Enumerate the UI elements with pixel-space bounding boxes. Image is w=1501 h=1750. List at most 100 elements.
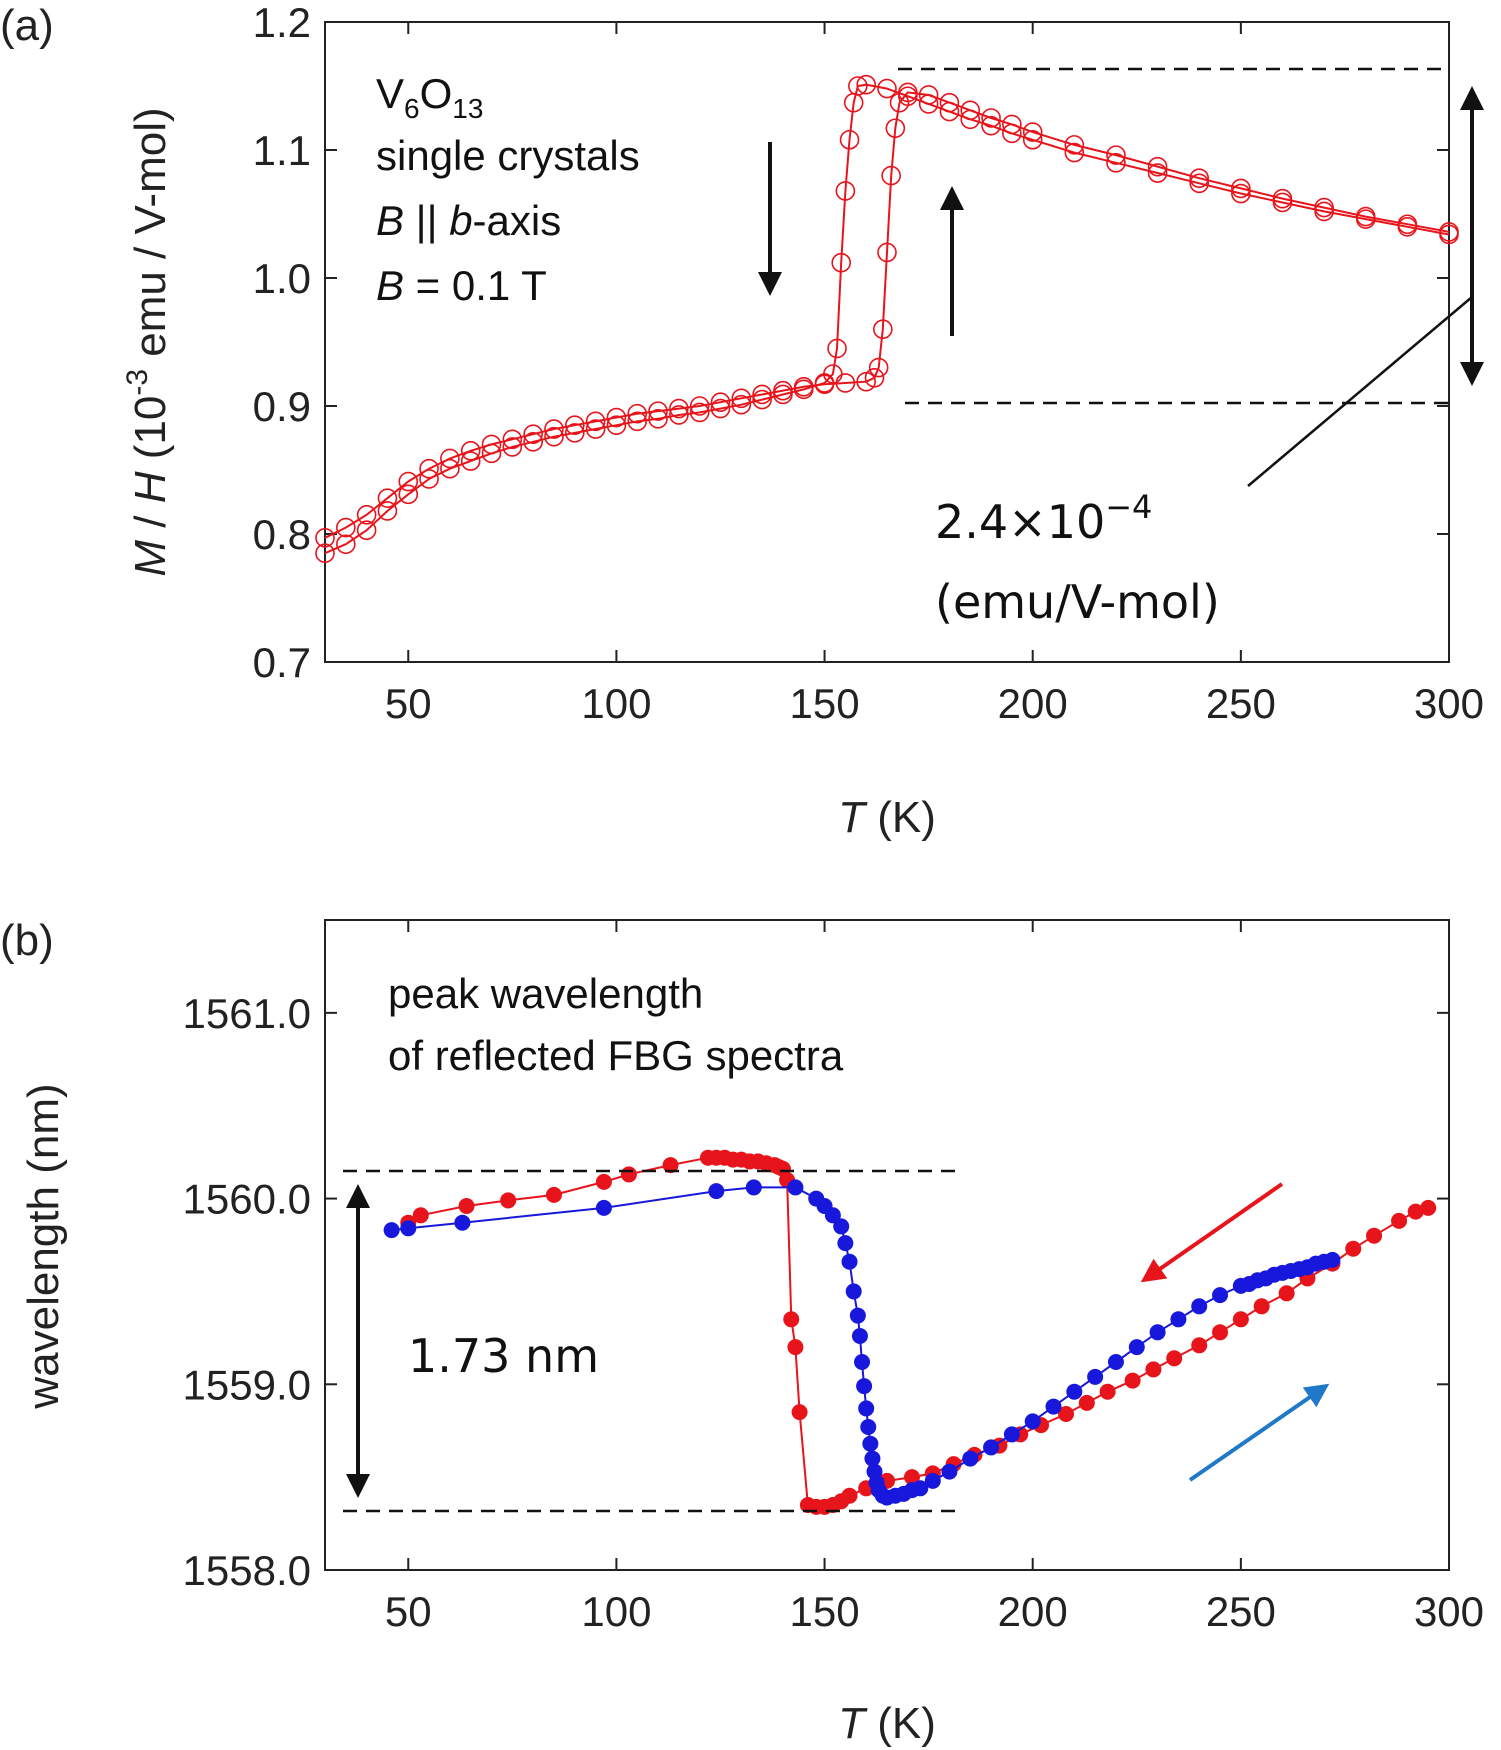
b-data-point-warming bbox=[854, 1354, 871, 1370]
a-data-point-warming bbox=[523, 424, 543, 444]
warming-direction-arrow-icon bbox=[1188, 1383, 1330, 1482]
a-data-point-cooling bbox=[1064, 142, 1085, 163]
a-data-point-cooling bbox=[689, 402, 710, 423]
a-data-point-warming bbox=[793, 376, 814, 397]
b-data-point-warming bbox=[824, 1207, 841, 1224]
a-data-point-warming bbox=[398, 471, 419, 492]
b-data-point-warming bbox=[845, 1283, 862, 1300]
b-data-point-warming bbox=[924, 1472, 941, 1489]
panel-b-ticks: 50 100 150 200 250 300 1558.0 1559.0 1560.0 1561.… bbox=[183, 920, 1484, 1635]
b-data-point-cooling bbox=[500, 1192, 517, 1209]
a-data-point-cooling bbox=[544, 426, 564, 447]
a-data-point-cooling bbox=[752, 389, 772, 410]
y-label-h: H bbox=[126, 471, 175, 503]
a-data-point-warming bbox=[1314, 197, 1334, 218]
b-data-point-warming bbox=[1024, 1413, 1041, 1430]
a-data-point-warming bbox=[1355, 206, 1376, 227]
a-data-point-warming bbox=[481, 434, 502, 455]
panel-b-title-line1: peak wavelength bbox=[388, 970, 703, 1017]
a-data-point-warming bbox=[898, 82, 918, 103]
a-data-point-cooling bbox=[585, 419, 606, 439]
a-data-point-cooling bbox=[1106, 153, 1126, 173]
a-data-point-cooling bbox=[377, 501, 398, 521]
b-data-point-warming bbox=[708, 1183, 725, 1200]
panel-b: (b) 50 100 150 200 250 300 1558.0 1559.0 1560.0 1… bbox=[0, 916, 1484, 1748]
field-strength: B = 0.1 T bbox=[376, 262, 547, 309]
a-x-tick-label: 200 bbox=[998, 680, 1068, 727]
b-data-point-warming bbox=[1107, 1354, 1124, 1370]
a-data-point-warming bbox=[1231, 178, 1251, 199]
a-y-tick-label: 0.9 bbox=[253, 383, 311, 430]
b-data-point-warming bbox=[912, 1480, 929, 1497]
panel-a: (a) 50 100 150 200 250 3000.70.80.91.01.11.2 … bbox=[0, 0, 1484, 842]
jump-magnitude: 2.4×10−4 bbox=[935, 488, 1152, 549]
b-data-point-warming bbox=[1003, 1426, 1020, 1443]
a-data-point-warming bbox=[544, 419, 564, 439]
a-data-point-warming bbox=[648, 401, 668, 421]
sample-description: single crystals bbox=[376, 132, 640, 179]
a-y-tick-label: 1.2 bbox=[253, 0, 311, 46]
b-y-tick-label: 1561.0 bbox=[183, 990, 311, 1037]
a-data-point-cooling bbox=[419, 469, 439, 489]
panel-b-label: (b) bbox=[0, 916, 54, 965]
b-x-tick-label: 150 bbox=[790, 1588, 860, 1635]
b-data-point-cooling bbox=[1278, 1285, 1295, 1302]
a-data-point-warming bbox=[877, 242, 897, 263]
a-data-point-cooling bbox=[1231, 183, 1251, 204]
b-data-point-cooling bbox=[903, 1469, 920, 1486]
a-data-point-cooling bbox=[827, 338, 847, 359]
leader-line bbox=[1247, 296, 1473, 487]
panel-a-x-axis-label: T (K) bbox=[838, 793, 936, 842]
a-y-tick-label: 0.7 bbox=[253, 639, 311, 686]
x-label-unit: (K) bbox=[865, 793, 936, 842]
a-data-point-cooling bbox=[1147, 163, 1168, 183]
a-data-point-warming bbox=[377, 488, 398, 508]
a-data-point-cooling bbox=[1022, 129, 1043, 150]
a-data-point-warming bbox=[315, 528, 335, 548]
b-data-point-warming bbox=[1066, 1383, 1083, 1400]
a-data-point-warming bbox=[1272, 188, 1293, 209]
b-data-point-cooling bbox=[1058, 1406, 1075, 1422]
a-data-point-warming bbox=[773, 380, 793, 401]
a-data-point-warming bbox=[873, 319, 893, 340]
a-data-point-cooling bbox=[1189, 173, 1210, 194]
b-data-point-cooling bbox=[662, 1157, 679, 1174]
b-data-point-warming bbox=[856, 1378, 873, 1395]
b-data-point-warming bbox=[383, 1222, 400, 1239]
a-data-point-warming bbox=[1189, 168, 1210, 188]
a-data-point-cooling bbox=[831, 252, 852, 273]
b-data-point-warming bbox=[745, 1179, 762, 1196]
a-data-point-cooling bbox=[877, 78, 897, 99]
a-data-point-warming bbox=[885, 118, 906, 139]
a-y-tick-label: 1.1 bbox=[253, 127, 311, 174]
compound-formula: V6O13 bbox=[376, 70, 483, 124]
b-data-point-warming bbox=[1324, 1251, 1341, 1268]
a-data-point-warming bbox=[868, 357, 889, 378]
panel-a-frame bbox=[324, 21, 1450, 663]
b-x-tick-label: 50 bbox=[385, 1588, 432, 1635]
b-data-point-cooling bbox=[595, 1173, 612, 1190]
a-data-point-cooling bbox=[606, 415, 627, 436]
a-data-point-cooling bbox=[839, 129, 860, 150]
b-data-point-warming bbox=[833, 1218, 850, 1235]
b-data-point-warming bbox=[983, 1439, 1000, 1456]
a-data-point-cooling bbox=[564, 423, 585, 443]
a-data-point-warming bbox=[1022, 122, 1043, 142]
panel-b-frame bbox=[324, 919, 1450, 1571]
a-data-point-cooling bbox=[356, 520, 377, 540]
a-data-point-warming bbox=[939, 92, 960, 113]
b-data-point-cooling bbox=[545, 1186, 562, 1203]
b-data-point-cooling bbox=[791, 1404, 808, 1421]
b-data-point-warming bbox=[1191, 1298, 1208, 1315]
a-data-point-cooling bbox=[336, 534, 356, 555]
a-data-point-warming bbox=[752, 384, 772, 405]
b-data-point-cooling bbox=[412, 1207, 429, 1224]
a-data-point-cooling bbox=[440, 458, 460, 479]
b-data-point-warming bbox=[1128, 1339, 1145, 1356]
a-x-tick-label: 100 bbox=[581, 680, 651, 727]
a-series-line-warming bbox=[324, 91, 1450, 539]
b-data-point-cooling bbox=[1420, 1199, 1437, 1216]
panel-a-ticks: 50 100 150 200 250 300 0.7 0.8 0.9 1.0 1.1 1.2 bbox=[253, 0, 1484, 727]
a-data-point-warming bbox=[814, 374, 835, 395]
a-data-point-warming bbox=[864, 368, 885, 388]
